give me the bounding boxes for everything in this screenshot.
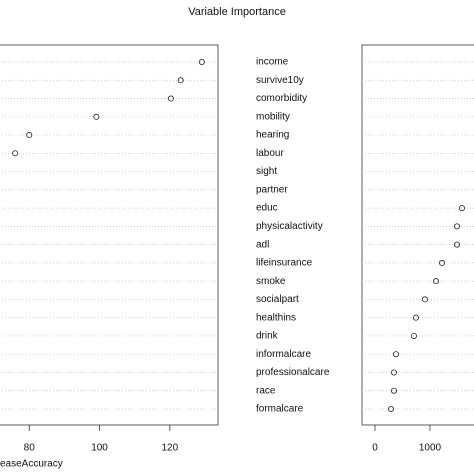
category-label: professionalcare bbox=[256, 367, 330, 378]
dot bbox=[458, 205, 465, 212]
category-label: formalcare bbox=[256, 404, 304, 415]
dot bbox=[453, 223, 460, 230]
dot bbox=[390, 369, 397, 376]
chart-title: Variable Importance bbox=[188, 6, 286, 18]
category-label: healthins bbox=[256, 312, 296, 323]
category-label: socialpart bbox=[256, 294, 299, 305]
category-label: adl bbox=[256, 239, 269, 250]
category-label: hearing bbox=[256, 130, 289, 141]
x-axis-title: easeAccuracy bbox=[0, 459, 63, 470]
panel-frame bbox=[0, 44, 219, 426]
category-label: educ bbox=[256, 203, 278, 214]
category-label: income bbox=[256, 57, 289, 68]
dot bbox=[453, 241, 460, 248]
dot bbox=[177, 77, 184, 84]
dot bbox=[26, 132, 33, 139]
dot bbox=[12, 150, 19, 157]
x-tick-label: 100 bbox=[91, 443, 108, 454]
dot bbox=[390, 387, 397, 394]
dot bbox=[410, 332, 417, 339]
dot bbox=[432, 278, 439, 285]
panel-frame bbox=[361, 44, 474, 426]
x-tick-label: 0 bbox=[372, 443, 378, 454]
x-tick-label: 120 bbox=[161, 443, 178, 454]
dot bbox=[438, 259, 445, 266]
dot bbox=[392, 351, 399, 358]
category-label: sight bbox=[256, 166, 277, 177]
category-label: physicalactivity bbox=[256, 221, 323, 232]
x-tick-label: 80 bbox=[24, 443, 36, 454]
category-label: survive10y bbox=[256, 75, 304, 86]
dot bbox=[421, 296, 428, 303]
dot bbox=[387, 405, 394, 412]
x-tick-label: 1000 bbox=[419, 443, 442, 454]
dot bbox=[412, 314, 419, 321]
category-label: smoke bbox=[256, 276, 286, 287]
category-label: labour bbox=[256, 148, 284, 159]
category-label: mobility bbox=[256, 111, 290, 122]
category-label: comorbidity bbox=[256, 93, 307, 104]
category-label: partner bbox=[256, 184, 288, 195]
dot bbox=[198, 59, 205, 66]
dot bbox=[167, 95, 174, 102]
category-label: race bbox=[256, 385, 276, 396]
category-label: informalcare bbox=[256, 349, 311, 360]
category-label: drink bbox=[256, 331, 279, 342]
category-label: lifeinsurance bbox=[256, 258, 313, 269]
dot bbox=[93, 113, 100, 120]
